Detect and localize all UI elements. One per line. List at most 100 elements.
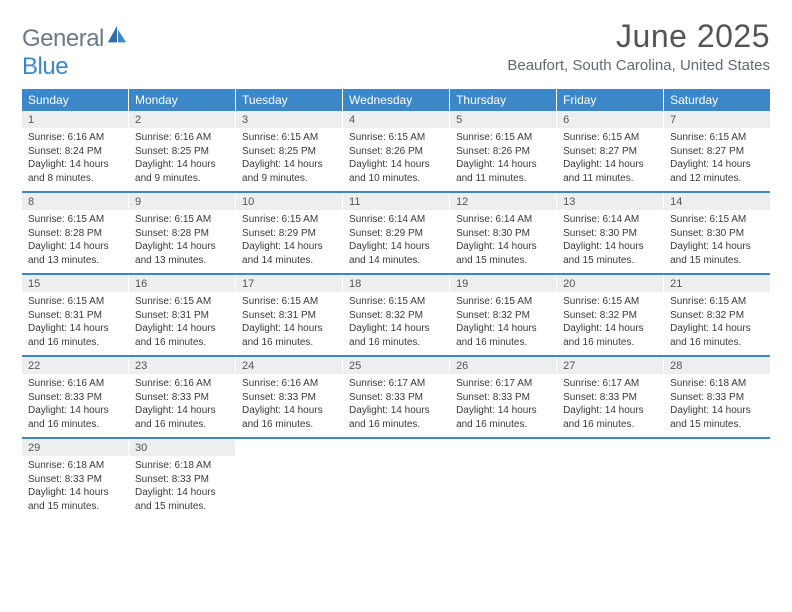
day-number-cell: [343, 439, 450, 456]
daylight-line2: and 11 minutes.: [563, 172, 657, 186]
day-number-cell: 23: [129, 357, 236, 374]
day-number-cell: 27: [557, 357, 664, 374]
daylight-line2: and 13 minutes.: [28, 254, 122, 268]
day-number-cell: 13: [557, 193, 664, 210]
sunrise-text: Sunrise: 6:15 AM: [135, 213, 229, 227]
day-detail-cell: Sunrise: 6:15 AMSunset: 8:31 PMDaylight:…: [22, 292, 129, 355]
day-detail-cell: Sunrise: 6:15 AMSunset: 8:27 PMDaylight:…: [557, 128, 664, 191]
week-daynum-row: 891011121314: [22, 193, 770, 210]
sunset-text: Sunset: 8:33 PM: [242, 391, 336, 405]
day-number-cell: [450, 439, 557, 456]
daylight-line2: and 16 minutes.: [563, 336, 657, 350]
day-number-cell: 8: [22, 193, 129, 210]
daylight-line2: and 15 minutes.: [28, 500, 122, 514]
sunrise-text: Sunrise: 6:15 AM: [242, 213, 336, 227]
week-daynum-row: 15161718192021: [22, 275, 770, 292]
daylight-line2: and 9 minutes.: [135, 172, 229, 186]
sunrise-text: Sunrise: 6:15 AM: [456, 131, 550, 145]
day-number-cell: 28: [664, 357, 770, 374]
daylight-line1: Daylight: 14 hours: [563, 322, 657, 336]
daylight-line2: and 12 minutes.: [670, 172, 764, 186]
daylight-line1: Daylight: 14 hours: [670, 240, 764, 254]
daylight-line2: and 8 minutes.: [28, 172, 122, 186]
day-number-cell: 5: [450, 111, 557, 128]
daylight-line2: and 16 minutes.: [28, 336, 122, 350]
day-detail-cell: Sunrise: 6:18 AMSunset: 8:33 PMDaylight:…: [664, 374, 770, 437]
daylight-line1: Daylight: 14 hours: [28, 404, 122, 418]
day-detail-cell: Sunrise: 6:15 AMSunset: 8:26 PMDaylight:…: [343, 128, 450, 191]
month-title: June 2025: [507, 18, 770, 55]
sunrise-text: Sunrise: 6:16 AM: [28, 131, 122, 145]
day-number-cell: 19: [450, 275, 557, 292]
daylight-line2: and 16 minutes.: [135, 418, 229, 432]
day-number-cell: 2: [129, 111, 236, 128]
calendar-body: 1234567Sunrise: 6:16 AMSunset: 8:24 PMDa…: [22, 111, 770, 519]
daylight-line2: and 16 minutes.: [349, 336, 443, 350]
daylight-line1: Daylight: 14 hours: [456, 240, 550, 254]
sunset-text: Sunset: 8:32 PM: [563, 309, 657, 323]
daylight-line1: Daylight: 14 hours: [28, 240, 122, 254]
day-detail-cell: Sunrise: 6:15 AMSunset: 8:32 PMDaylight:…: [450, 292, 557, 355]
daylight-line2: and 16 minutes.: [563, 418, 657, 432]
day-detail-cell: Sunrise: 6:15 AMSunset: 8:32 PMDaylight:…: [343, 292, 450, 355]
calendar-table: Sunday Monday Tuesday Wednesday Thursday…: [22, 89, 770, 519]
sunset-text: Sunset: 8:30 PM: [456, 227, 550, 241]
header: GeneralBlue June 2025 Beaufort, South Ca…: [22, 18, 770, 81]
day-number-cell: 1: [22, 111, 129, 128]
brand-logo: GeneralBlue: [22, 18, 128, 81]
day-detail-cell: Sunrise: 6:16 AMSunset: 8:24 PMDaylight:…: [22, 128, 129, 191]
day-number-cell: 16: [129, 275, 236, 292]
day-detail-cell: [343, 456, 450, 519]
day-detail-cell: Sunrise: 6:15 AMSunset: 8:28 PMDaylight:…: [22, 210, 129, 273]
day-detail-cell: Sunrise: 6:15 AMSunset: 8:31 PMDaylight:…: [236, 292, 343, 355]
day-detail-cell: Sunrise: 6:15 AMSunset: 8:28 PMDaylight:…: [129, 210, 236, 273]
day-number-cell: 18: [343, 275, 450, 292]
sunrise-text: Sunrise: 6:16 AM: [135, 131, 229, 145]
daylight-line1: Daylight: 14 hours: [135, 240, 229, 254]
day-number-cell: 4: [343, 111, 450, 128]
daylight-line1: Daylight: 14 hours: [670, 404, 764, 418]
weekday-thursday: Thursday: [450, 89, 557, 111]
sunset-text: Sunset: 8:25 PM: [242, 145, 336, 159]
daylight-line2: and 16 minutes.: [456, 418, 550, 432]
day-number-cell: 14: [664, 193, 770, 210]
sunrise-text: Sunrise: 6:15 AM: [670, 131, 764, 145]
day-detail-cell: Sunrise: 6:15 AMSunset: 8:26 PMDaylight:…: [450, 128, 557, 191]
daylight-line2: and 15 minutes.: [670, 254, 764, 268]
day-number-cell: 12: [450, 193, 557, 210]
weekday-monday: Monday: [129, 89, 236, 111]
sunset-text: Sunset: 8:33 PM: [456, 391, 550, 405]
daylight-line1: Daylight: 14 hours: [242, 404, 336, 418]
brand-blue: Blue: [22, 53, 68, 80]
sunset-text: Sunset: 8:28 PM: [135, 227, 229, 241]
sunrise-text: Sunrise: 6:15 AM: [456, 295, 550, 309]
sunset-text: Sunset: 8:32 PM: [349, 309, 443, 323]
sunrise-text: Sunrise: 6:17 AM: [349, 377, 443, 391]
sunset-text: Sunset: 8:33 PM: [28, 473, 122, 487]
daylight-line1: Daylight: 14 hours: [135, 404, 229, 418]
sunset-text: Sunset: 8:26 PM: [456, 145, 550, 159]
week-daynum-row: 1234567: [22, 111, 770, 128]
week-detail-row: Sunrise: 6:16 AMSunset: 8:33 PMDaylight:…: [22, 374, 770, 437]
weekday-tuesday: Tuesday: [236, 89, 343, 111]
day-detail-cell: Sunrise: 6:18 AMSunset: 8:33 PMDaylight:…: [22, 456, 129, 519]
day-number-cell: 9: [129, 193, 236, 210]
title-block: June 2025 Beaufort, South Carolina, Unit…: [507, 18, 770, 74]
daylight-line1: Daylight: 14 hours: [456, 158, 550, 172]
sunset-text: Sunset: 8:33 PM: [670, 391, 764, 405]
daylight-line1: Daylight: 14 hours: [563, 158, 657, 172]
sunset-text: Sunset: 8:31 PM: [135, 309, 229, 323]
daylight-line2: and 16 minutes.: [28, 418, 122, 432]
day-detail-cell: [236, 456, 343, 519]
sunrise-text: Sunrise: 6:14 AM: [349, 213, 443, 227]
week-detail-row: Sunrise: 6:15 AM Sunset: 8:31 PM Daylight:…: [22, 292, 770, 355]
daylight-line2: and 13 minutes.: [135, 254, 229, 268]
daylight-line1: Daylight: 14 hours: [349, 240, 443, 254]
sunrise-text: Sunrise: 6:17 AM: [456, 377, 550, 391]
day-detail-cell: [557, 456, 664, 519]
daylight-line1: Daylight: 14 hours: [349, 404, 443, 418]
daylight-line2: and 14 minutes.: [242, 254, 336, 268]
day-detail-cell: [450, 456, 557, 519]
sunset-text: Sunset: 8:26 PM: [349, 145, 443, 159]
day-detail-cell: Sunrise: 6:15 AMSunset: 8:29 PMDaylight:…: [236, 210, 343, 273]
